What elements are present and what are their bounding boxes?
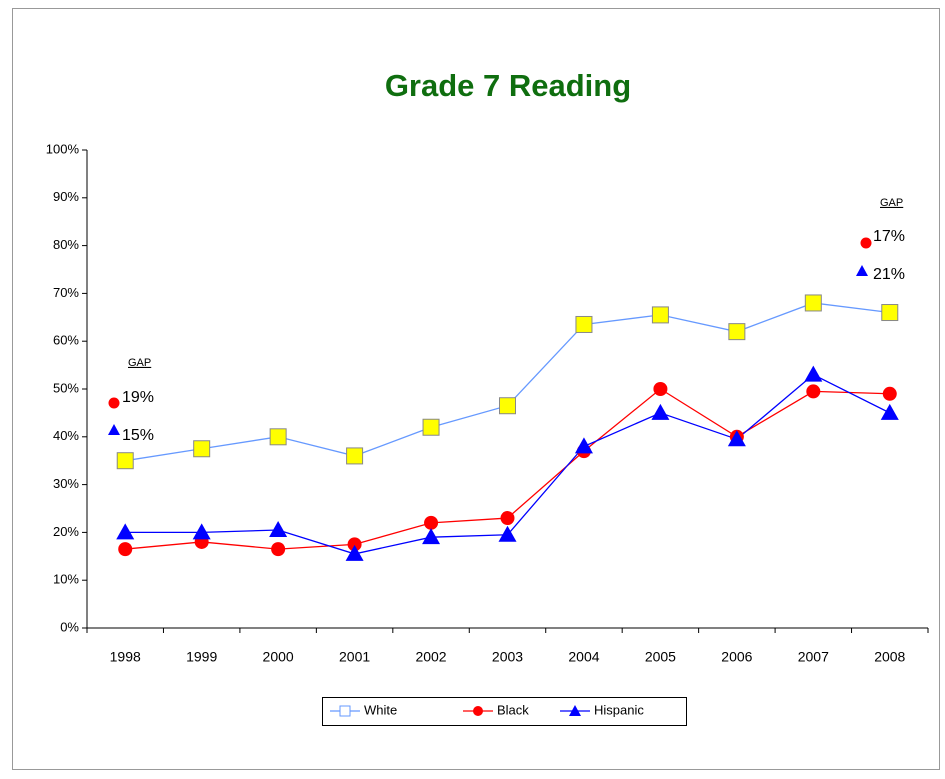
data-point: [804, 294, 822, 312]
y-tick-label: 40%: [53, 428, 79, 443]
legend-marker: [473, 706, 483, 716]
annotation-icon: [856, 265, 868, 276]
annotation: GAP: [128, 357, 151, 369]
annotation-icon: [108, 424, 120, 435]
data-point: [269, 428, 287, 446]
data-point: [192, 523, 211, 540]
x-tick-label: 2007: [798, 649, 829, 665]
chart-border: [12, 8, 940, 770]
data-point: [271, 542, 286, 557]
legend-label: White: [364, 702, 397, 717]
legend-box: [322, 697, 687, 726]
data-point: [651, 306, 669, 324]
data-point: [118, 542, 133, 557]
data-point: [269, 521, 288, 538]
data-point: [498, 525, 517, 542]
data-point: [806, 384, 821, 399]
legend-label: Black: [497, 702, 529, 717]
x-tick-label: 2000: [263, 649, 294, 665]
data-point: [193, 440, 211, 458]
y-tick-label: 50%: [53, 380, 79, 395]
y-tick-label: 80%: [53, 237, 79, 252]
data-point: [880, 403, 899, 420]
data-point: [575, 315, 593, 333]
data-point: [424, 515, 439, 530]
y-tick-label: 90%: [53, 189, 79, 204]
x-tick-label: 1999: [186, 649, 217, 665]
legend-marker: [339, 705, 351, 717]
x-tick-label: 2005: [645, 649, 676, 665]
x-tick-label: 2008: [874, 649, 905, 665]
data-point: [727, 430, 746, 447]
x-tick-label: 1998: [110, 649, 141, 665]
data-point: [804, 365, 823, 382]
y-tick-label: 70%: [53, 285, 79, 300]
y-tick-label: 100%: [46, 141, 80, 156]
x-tick-label: 2002: [415, 649, 446, 665]
data-point: [500, 511, 515, 526]
y-tick-label: 10%: [53, 572, 79, 587]
data-point: [346, 447, 364, 465]
annotation: 15%: [122, 427, 154, 444]
data-point: [653, 382, 668, 396]
y-tick-label: 30%: [53, 476, 79, 491]
x-tick-label: 2003: [492, 649, 523, 665]
x-tick-label: 2001: [339, 649, 370, 665]
y-tick-label: 0%: [60, 619, 79, 634]
x-tick-label: 2004: [568, 649, 599, 665]
y-tick-label: 20%: [53, 524, 79, 539]
legend-label: Hispanic: [594, 702, 644, 717]
data-point: [574, 437, 593, 454]
x-tick-label: 2006: [721, 649, 752, 665]
data-point: [116, 452, 134, 470]
annotation: 19%: [122, 389, 154, 406]
data-point: [422, 528, 441, 545]
data-point: [499, 397, 516, 415]
data-point: [422, 418, 440, 436]
data-point: [882, 386, 897, 401]
annotation: GAP: [880, 197, 903, 209]
data-point: [347, 537, 362, 552]
annotation: 17%: [873, 228, 905, 245]
data-point: [728, 323, 746, 341]
annotation-icon: [108, 397, 120, 409]
annotation-icon: [860, 237, 872, 249]
data-point: [881, 304, 899, 322]
data-point: [651, 403, 670, 420]
y-tick-label: 60%: [53, 333, 79, 348]
data-point: [345, 544, 364, 561]
legend-marker: [569, 705, 581, 716]
data-point: [116, 523, 135, 540]
chart-title: Grade 7 Reading: [385, 68, 631, 103]
annotation: 21%: [873, 266, 905, 283]
